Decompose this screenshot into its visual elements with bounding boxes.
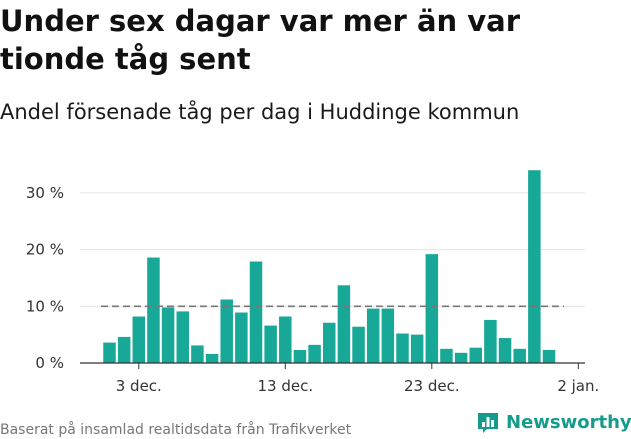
bar <box>484 319 497 363</box>
bar <box>396 333 409 363</box>
bar <box>366 308 380 363</box>
bar <box>498 338 512 363</box>
bar <box>469 347 482 363</box>
bar <box>337 285 351 363</box>
bar <box>542 349 556 363</box>
bar <box>308 344 321 363</box>
source-note: Baserat på insamlad realtidsdata från Tr… <box>0 422 352 438</box>
bar <box>352 326 365 363</box>
bar <box>176 311 189 363</box>
bar <box>132 316 146 363</box>
bar <box>220 299 233 363</box>
bar <box>279 316 292 363</box>
bar <box>513 348 526 363</box>
bar <box>454 352 468 363</box>
x-tick-label: 23 dec. <box>404 377 460 395</box>
chart-subtitle: Andel försenade tåg per dag i Huddinge k… <box>0 100 520 124</box>
brand-logo: Newsworthy <box>476 409 631 437</box>
bar <box>440 348 453 363</box>
y-tick-label: 10 % <box>26 297 64 315</box>
bar <box>103 342 116 363</box>
y-tick-label: 0 % <box>35 354 64 372</box>
bar <box>528 170 541 363</box>
bar <box>205 353 219 363</box>
bar <box>161 307 175 363</box>
bars <box>103 170 556 363</box>
bar <box>249 261 263 363</box>
axes <box>80 362 585 369</box>
bar <box>293 349 307 363</box>
brand-name: Newsworthy <box>506 412 631 433</box>
y-tick-label: 30 % <box>26 184 64 202</box>
bar <box>381 308 395 363</box>
bar <box>323 322 336 363</box>
bar <box>117 336 131 363</box>
chart-title: Under sex dagar var mer än var tionde tå… <box>0 4 521 76</box>
bar <box>425 254 439 363</box>
bar <box>264 325 277 363</box>
y-tick-label: 20 % <box>26 241 64 259</box>
bar <box>147 257 160 363</box>
newsworthy-logo-icon <box>478 413 498 433</box>
x-tick-label: 2 jan. <box>557 377 599 395</box>
tick-labels: 3 dec. 13 dec. 23 dec. 2 jan. 0 % 10 % 20 % 30 … <box>26 184 599 395</box>
x-tick-label: 13 dec. <box>257 377 313 395</box>
x-tick-label: 3 dec. <box>116 377 162 395</box>
bar <box>191 345 204 363</box>
bar <box>410 334 424 363</box>
bar <box>235 312 248 363</box>
